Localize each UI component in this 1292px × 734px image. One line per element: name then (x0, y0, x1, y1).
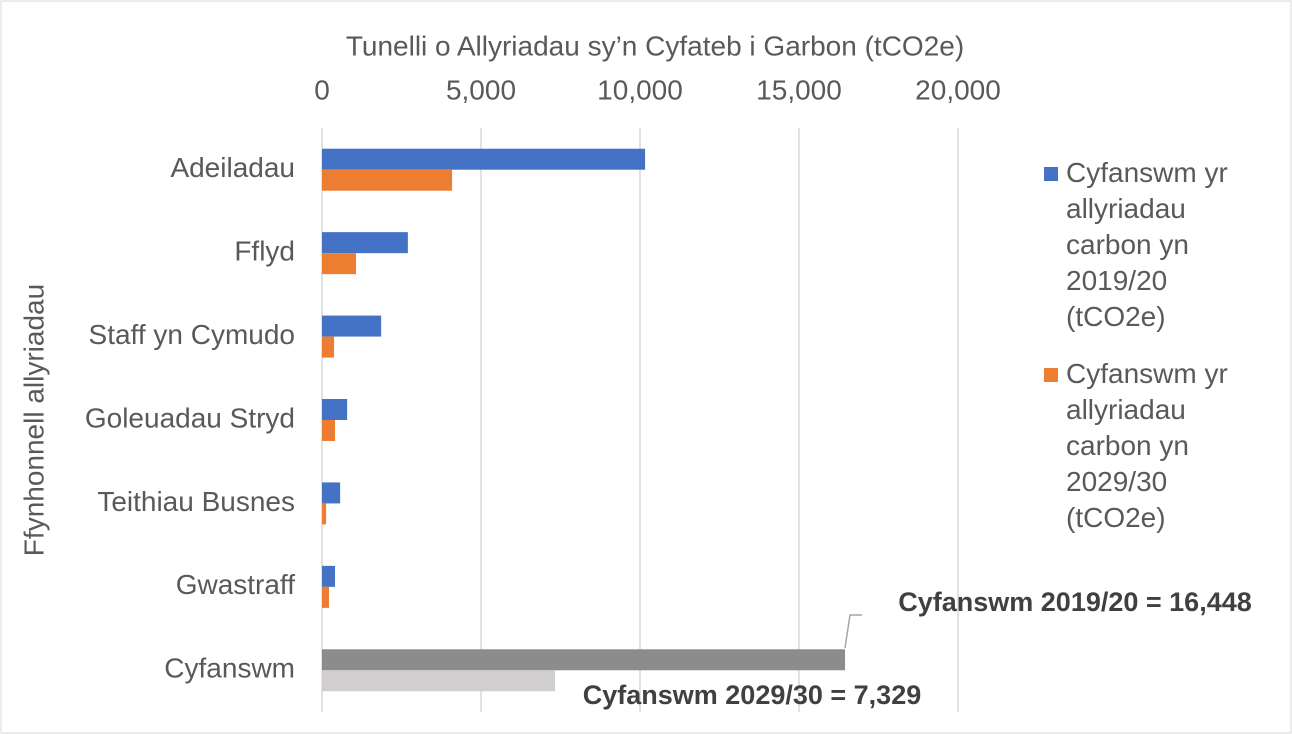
y-tick-label: Goleuadau Stryd (85, 402, 295, 433)
bar (322, 399, 348, 420)
leader-line (844, 614, 862, 649)
y-tick-label: Teithiau Busnes (97, 486, 295, 517)
y-tick-label: Adeiladau (170, 152, 295, 183)
bar (322, 169, 453, 191)
x-tick-label: 0 (314, 74, 330, 105)
legend-label: Cyfanswm yr allyriadau carbon yn 2029/30… (1066, 358, 1228, 533)
bar (322, 315, 382, 337)
bar (322, 148, 646, 170)
bar (322, 565, 336, 587)
data-label: Cyfanswm 2029/30 = 7,329 (582, 680, 922, 710)
bar (322, 232, 408, 254)
y-tick-label: Gwastraff (176, 569, 296, 600)
bar (322, 649, 846, 671)
y-tick-label: Staff yn Cymudo (89, 319, 295, 350)
bar (322, 336, 335, 358)
x-tick-label: 20,000 (915, 74, 1001, 105)
legend-swatch (1044, 368, 1058, 382)
legend-swatch (1044, 167, 1058, 181)
x-tick-label: 15,000 (756, 74, 842, 105)
x-tick-label: 10,000 (597, 74, 683, 105)
y-tick-label: Fflyd (234, 236, 295, 267)
x-axis-title: Tunelli o Allyriadau sy’n Cyfateb i Garb… (346, 30, 964, 61)
x-tick-label: 5,000 (446, 74, 516, 105)
bar (322, 503, 327, 525)
y-axis-title: Ffynhonnell allyriadau (18, 284, 49, 556)
y-tick-label: Cyfanswm (164, 653, 295, 684)
bar (322, 586, 329, 608)
bar (322, 420, 336, 441)
legend-label: Cyfanswm yr allyriadau carbon yn 2019/20… (1066, 157, 1228, 332)
bar (322, 482, 341, 504)
bar (322, 670, 556, 692)
bar (322, 253, 357, 275)
data-label: Cyfanswm 2019/20 = 16,448 (898, 587, 1252, 617)
